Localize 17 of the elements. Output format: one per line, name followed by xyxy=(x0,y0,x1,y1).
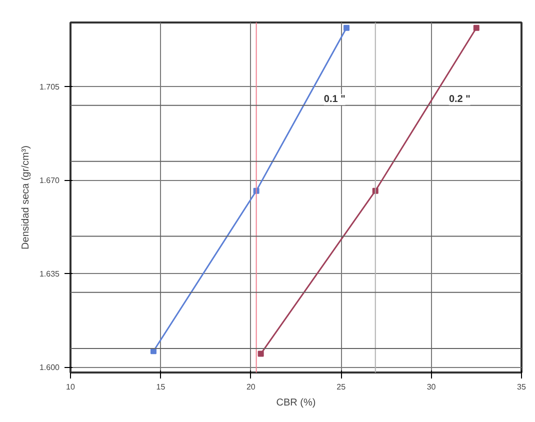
x-tick-label: 20 xyxy=(246,382,256,392)
y-tick-label: 1.670 xyxy=(39,176,60,186)
x-tick-label: 35 xyxy=(517,382,526,392)
point xyxy=(473,24,480,31)
x-tick-label: 10 xyxy=(66,382,76,392)
x-tick-label: 15 xyxy=(156,382,166,392)
y-axis-title: Densidad seca (gr/cm³) xyxy=(20,146,32,250)
x-tick-label: 25 xyxy=(336,382,346,392)
point xyxy=(258,350,264,357)
x-axis-title: CBR (%) xyxy=(276,398,316,408)
point xyxy=(344,24,350,31)
x-tick-label: 30 xyxy=(426,382,436,392)
series-label: 0.2 " xyxy=(448,94,471,106)
y-tick-label: 1.635 xyxy=(39,270,60,279)
y-tick-label: 1.705 xyxy=(39,82,60,92)
y-tick-label: 1.600 xyxy=(39,363,60,372)
series-label: 0.1 " xyxy=(324,94,346,106)
